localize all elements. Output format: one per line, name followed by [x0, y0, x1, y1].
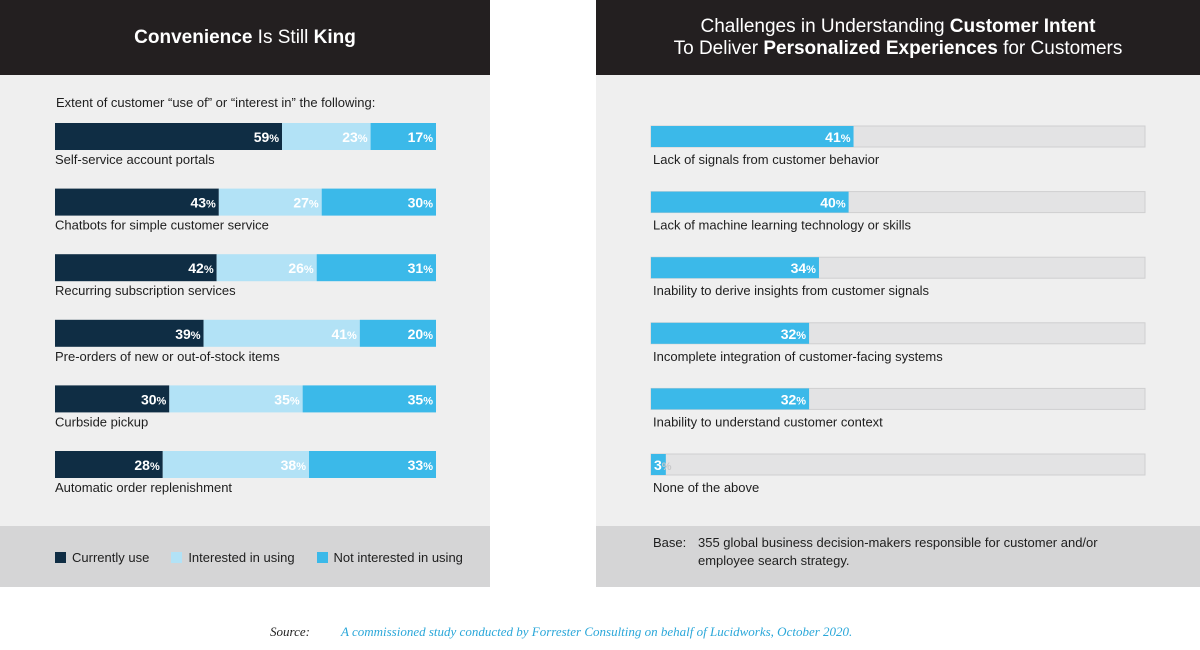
right-panel: Challenges in Understanding Customer Int… [596, 0, 1200, 587]
legend-swatch [171, 552, 183, 563]
right-title-2-part-0: To Deliver [673, 37, 764, 59]
bar-segment [282, 123, 371, 150]
category-label: Pre-orders of new or out-of-stock items [55, 349, 280, 364]
legend-item-2: Not interested in using [316, 550, 463, 565]
left-panel-title: Convenience Is Still King [134, 27, 356, 49]
base-text: 355 global business decision-makers resp… [698, 535, 1098, 568]
bar-segment [218, 188, 322, 216]
category-label: Lack of signals from customer behavior [653, 152, 880, 167]
stacked-bar-chart: Extent of customer “use of” or “interest… [55, 95, 436, 495]
bar [651, 388, 810, 410]
left-title-part-0: Convenience [134, 26, 253, 48]
category-label: Self-service account portals [55, 152, 215, 167]
chart-subtitle: Extent of customer “use of” or “interest… [56, 95, 375, 110]
right-panel-title-line2: To Deliver Personalized Experiences for … [674, 38, 1123, 60]
legend-item-0: Currently use [55, 550, 149, 565]
base-label: Base: [653, 535, 687, 550]
legend-label: Currently use [72, 550, 150, 565]
bar [651, 257, 819, 279]
bar-value-label: 33% [408, 457, 434, 473]
bar-segment [55, 123, 283, 150]
single-bar-chart: 41% Lack of signals from customer behavio… [650, 125, 1146, 495]
source-label: Source: [270, 624, 310, 639]
right-title-1-part-0: Challenges in Understanding [700, 15, 950, 37]
bar-value-label: 26% [288, 260, 314, 276]
bar-track [650, 453, 1146, 476]
bar-value-label: 30% [141, 391, 167, 407]
bar-value-label: 35% [274, 391, 300, 407]
bar-segment [316, 254, 436, 282]
bar [651, 322, 810, 344]
bar-value-label: 41% [331, 326, 357, 342]
bar-segment [321, 188, 436, 216]
category-label: None of the above [653, 480, 759, 495]
bar-value-label: 38% [281, 457, 307, 473]
left-panel: Convenience Is Still King Extent of cust… [0, 0, 490, 587]
bar-segment [302, 385, 436, 413]
chart-legend: Currently use Interested in using Not inte… [55, 550, 485, 565]
bar-value-label: 20% [408, 326, 434, 342]
legend-swatch [55, 552, 66, 563]
source-text: A commissioned study conducted by Forres… [341, 624, 853, 639]
bar-value-label: 43% [190, 195, 216, 211]
left-panel-header: Convenience Is Still King [0, 0, 490, 75]
category-label: Chatbots for simple customer service [55, 218, 269, 233]
bar-value-label: 23% [342, 129, 368, 145]
bar-segment [216, 254, 317, 282]
bar-value-label: 39% [175, 326, 201, 342]
bar-value-label: 28% [134, 457, 160, 473]
category-label: Inability to derive insights from custom… [653, 283, 930, 298]
right-title-2-part-1: Personalized Experiences [763, 37, 998, 59]
bar-value-label: 35% [408, 391, 434, 407]
category-label: Curbside pickup [55, 414, 148, 429]
right-title-1-part-1: Customer Intent [949, 15, 1096, 37]
bar-segment [169, 385, 303, 413]
base-area: Base: 355 global business decision-maker… [596, 526, 1200, 587]
legend-label: Not interested in using [333, 550, 463, 565]
category-label: Automatic order replenishment [55, 480, 232, 495]
bar-value-label: 31% [408, 260, 434, 276]
bar-segment [55, 188, 219, 216]
bar-value-label: 34% [791, 260, 817, 276]
bar-segment [162, 451, 309, 478]
bar-value-label: 3% [654, 457, 672, 473]
left-title-part-2: King [313, 26, 356, 48]
legend-area: Currently use Interested in using Not inte… [0, 526, 490, 587]
bar-segment [309, 451, 436, 478]
bar [651, 191, 849, 213]
bar-value-label: 27% [293, 195, 319, 211]
legend-label: Interested in using [188, 550, 295, 565]
left-title-part-1: Is Still [252, 26, 314, 48]
bar-segment [55, 385, 170, 413]
category-label: Lack of machine learning technology or s… [653, 218, 911, 233]
bar-segment [370, 123, 436, 150]
base-note: Base: 355 global business decision-maker… [653, 534, 1098, 570]
bar-value-label: 41% [825, 129, 851, 145]
bar-value-label: 17% [408, 129, 434, 145]
bar-value-label: 42% [188, 260, 214, 276]
right-panel-title-line1: Challenges in Understanding Customer Int… [701, 16, 1096, 38]
right-title-2-part-2: for Customers [997, 37, 1123, 59]
bar [651, 454, 666, 475]
category-label: Recurring subscription services [55, 283, 236, 298]
bar-segment [55, 254, 217, 282]
bar-value-label: 32% [781, 391, 807, 407]
bar-value-label: 32% [781, 326, 807, 342]
bar [651, 126, 854, 147]
category-label: Incomplete integration of customer-facin… [653, 349, 943, 364]
bar-value-label: 59% [254, 129, 280, 145]
legend-swatch [316, 552, 328, 563]
bar-segment [55, 451, 163, 478]
bar-value-label: 40% [820, 195, 846, 211]
category-label: Inability to understand customer context [653, 414, 883, 429]
bar-segment [55, 319, 204, 347]
right-panel-header: Challenges in Understanding Customer Int… [596, 0, 1200, 75]
bar-value-label: 30% [408, 195, 434, 211]
bar-segment [203, 319, 360, 347]
bar-segment [359, 319, 436, 347]
legend-item-1: Interested in using [171, 550, 295, 565]
